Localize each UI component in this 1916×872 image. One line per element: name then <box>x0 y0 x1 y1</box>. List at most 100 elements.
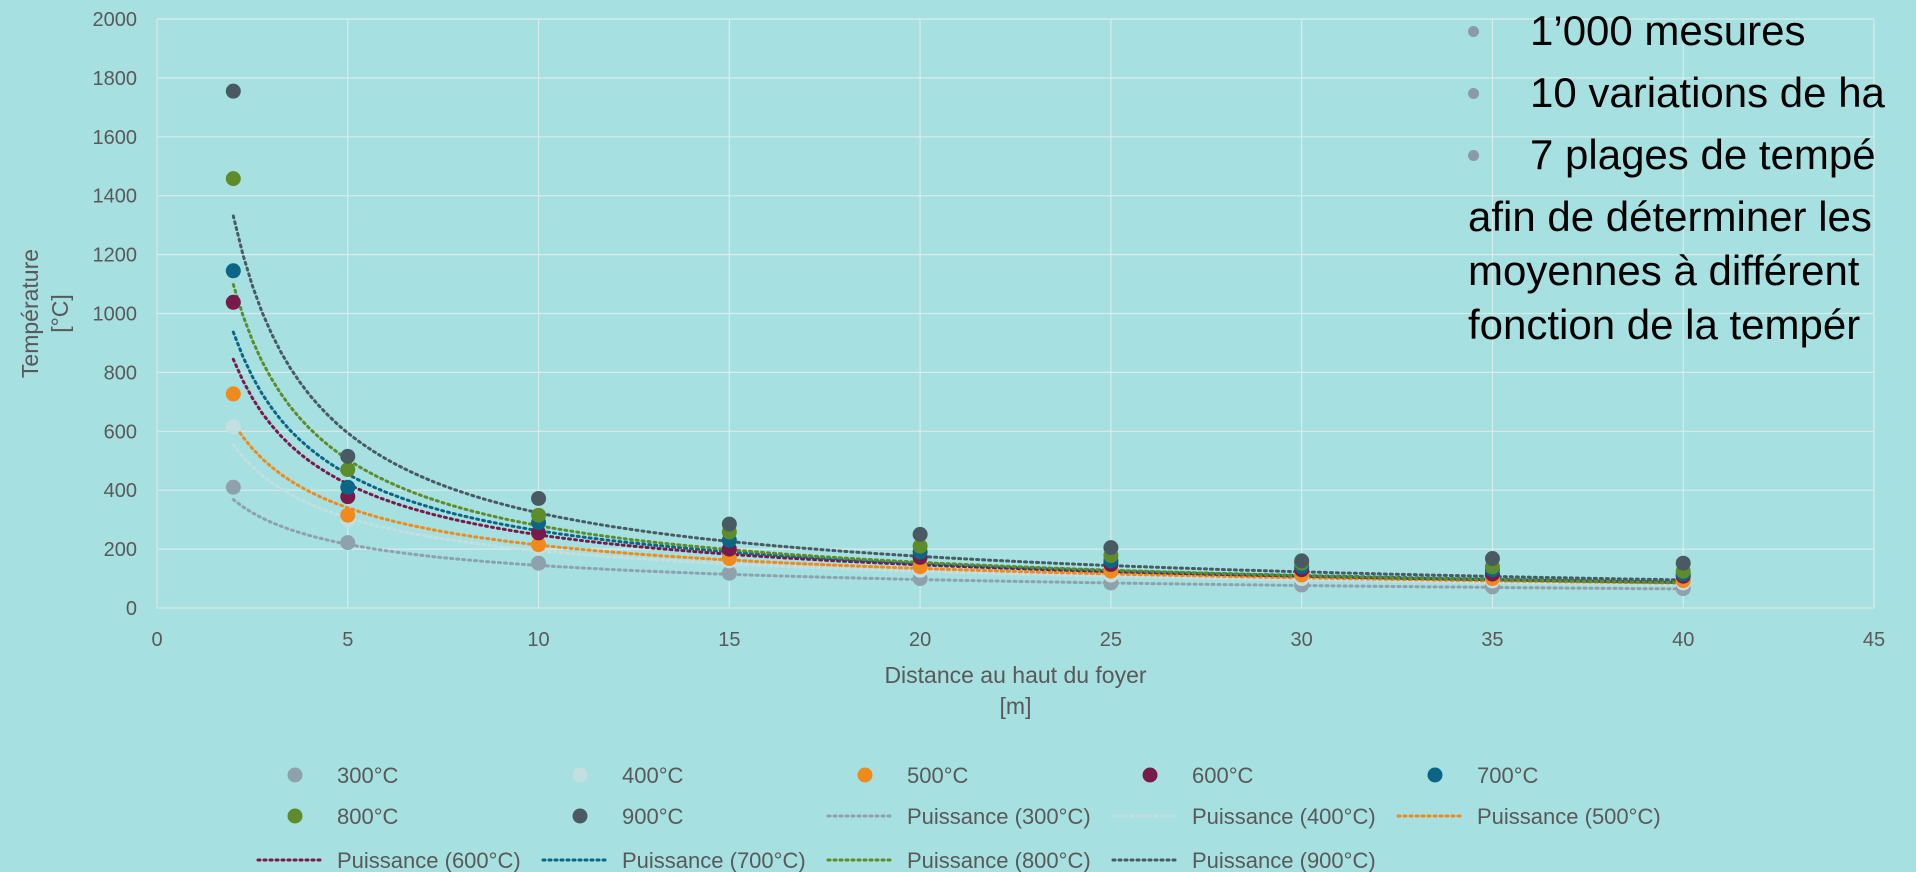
side-bullet-text: 10 variations de ha <box>1530 69 1885 116</box>
y-tick-label: 1000 <box>93 304 138 326</box>
trendline <box>231 283 1685 585</box>
side-paragraph-line: fonction de la tempér <box>1468 301 1861 348</box>
side-bullet: 10 variations de ha <box>1468 62 1916 124</box>
data-point <box>340 448 356 464</box>
legend-label: 800°C <box>337 804 399 829</box>
data-point <box>225 386 241 402</box>
trendline <box>231 330 1685 584</box>
legend-item: Puissance (700°C) <box>541 848 806 872</box>
trendline <box>231 214 1685 582</box>
data-point <box>1484 551 1500 567</box>
trendline <box>231 443 1685 587</box>
data-point <box>531 537 547 553</box>
data-point <box>225 294 241 310</box>
legend-item: Puissance (600°C) <box>256 848 521 872</box>
x-tick-label: 25 <box>1100 629 1122 651</box>
axes <box>156 19 1874 609</box>
trendlines <box>231 214 1685 591</box>
legend-item: 300°C <box>287 763 399 788</box>
legend-item: 500°C <box>857 763 969 788</box>
data-point <box>1103 540 1119 556</box>
legend-marker <box>857 767 873 783</box>
data-point <box>912 538 928 554</box>
data-point <box>531 555 547 571</box>
side-paragraph-line: moyennes à différent <box>1468 247 1860 294</box>
side-text-panel: 1’000 mesures 10 variations de ha 7 plag… <box>1468 0 1916 380</box>
legend-label: Puissance (300°C) <box>907 804 1091 829</box>
x-tick-label: 45 <box>1863 629 1885 651</box>
y-tick-label: 2000 <box>93 9 138 31</box>
legend-item: 600°C <box>1142 763 1254 788</box>
data-point <box>225 419 241 435</box>
y-tick-label: 0 <box>126 598 137 620</box>
x-tick-label: 10 <box>527 629 549 651</box>
legend-item: Puissance (900°C) <box>1111 848 1376 872</box>
legend-label: 400°C <box>622 763 684 788</box>
trendline <box>231 421 1685 585</box>
x-axis-title: Distance au haut du foyer <box>884 662 1146 688</box>
side-paragraph: afin de déterminer les moyennes à différ… <box>1468 190 1916 352</box>
data-point <box>912 526 928 542</box>
legend-item: Puissance (800°C) <box>826 848 1091 872</box>
x-tick-label: 0 <box>151 629 162 651</box>
x-axis-unit: [m] <box>1000 693 1032 719</box>
legend-label: Puissance (400°C) <box>1192 804 1376 829</box>
legend-item: Puissance (500°C) <box>1396 804 1661 829</box>
legend: 300°C 400°C 500°C 600°C 700°C 800°C 900°C Puiss… <box>256 763 1661 872</box>
bullet-dot-icon <box>1468 88 1479 99</box>
data-points <box>225 83 1691 597</box>
legend-label: Puissance (700°C) <box>622 848 806 872</box>
legend-label: Puissance (800°C) <box>907 848 1091 872</box>
legend-item: Puissance (400°C) <box>1111 804 1376 829</box>
side-bullet: 1’000 mesures <box>1468 0 1916 62</box>
legend-label: 300°C <box>337 763 399 788</box>
data-point <box>531 507 547 523</box>
y-tick-label: 1200 <box>93 245 138 267</box>
legend-marker <box>287 808 303 824</box>
legend-label: 600°C <box>1192 763 1254 788</box>
data-point <box>721 565 737 581</box>
legend-marker <box>572 808 588 824</box>
y-tick-label: 1600 <box>93 127 138 149</box>
data-point <box>225 263 241 279</box>
grid-lines <box>157 18 1875 608</box>
y-axis-unit: [°C] <box>47 294 73 333</box>
y-tick-label: 200 <box>104 539 137 561</box>
data-point <box>225 171 241 187</box>
side-paragraph-line: afin de déterminer les <box>1468 193 1872 240</box>
bullet-dot-icon <box>1468 150 1479 161</box>
legend-label: Puissance (900°C) <box>1192 848 1376 872</box>
data-point <box>531 490 547 506</box>
data-point <box>531 525 547 541</box>
y-tick-label: 800 <box>104 362 137 384</box>
legend-item: 800°C <box>287 804 399 829</box>
data-point <box>340 535 356 551</box>
x-tick-label: 15 <box>718 629 740 651</box>
y-tick-label: 400 <box>104 480 137 502</box>
data-point <box>225 83 241 99</box>
x-tick-label: 40 <box>1672 629 1694 651</box>
bullet-dot-icon <box>1468 26 1479 37</box>
legend-label: 500°C <box>907 763 969 788</box>
x-tick-label: 5 <box>342 629 353 651</box>
legend-label: 900°C <box>622 804 684 829</box>
legend-marker <box>287 767 303 783</box>
data-point <box>340 479 356 495</box>
y-tick-label: 1800 <box>93 68 138 90</box>
legend-marker <box>572 767 588 783</box>
side-bullet-text: 7 plages de tempé <box>1530 131 1876 178</box>
tick-labels: 0 200 400 600 800 1000 1200 1400 1600 1800 2000 0 5 1… <box>93 9 1886 651</box>
data-point <box>225 479 241 495</box>
legend-marker <box>1142 767 1158 783</box>
trendline <box>231 357 1685 584</box>
x-tick-label: 35 <box>1481 629 1503 651</box>
legend-label: Puissance (600°C) <box>337 848 521 872</box>
side-bullet-text: 1’000 mesures <box>1530 7 1806 54</box>
legend-item: 400°C <box>572 763 684 788</box>
data-point <box>340 507 356 523</box>
legend-item: 900°C <box>572 804 684 829</box>
x-tick-label: 20 <box>909 629 931 651</box>
y-axis-title: Température <box>17 249 43 378</box>
data-point <box>340 462 356 478</box>
